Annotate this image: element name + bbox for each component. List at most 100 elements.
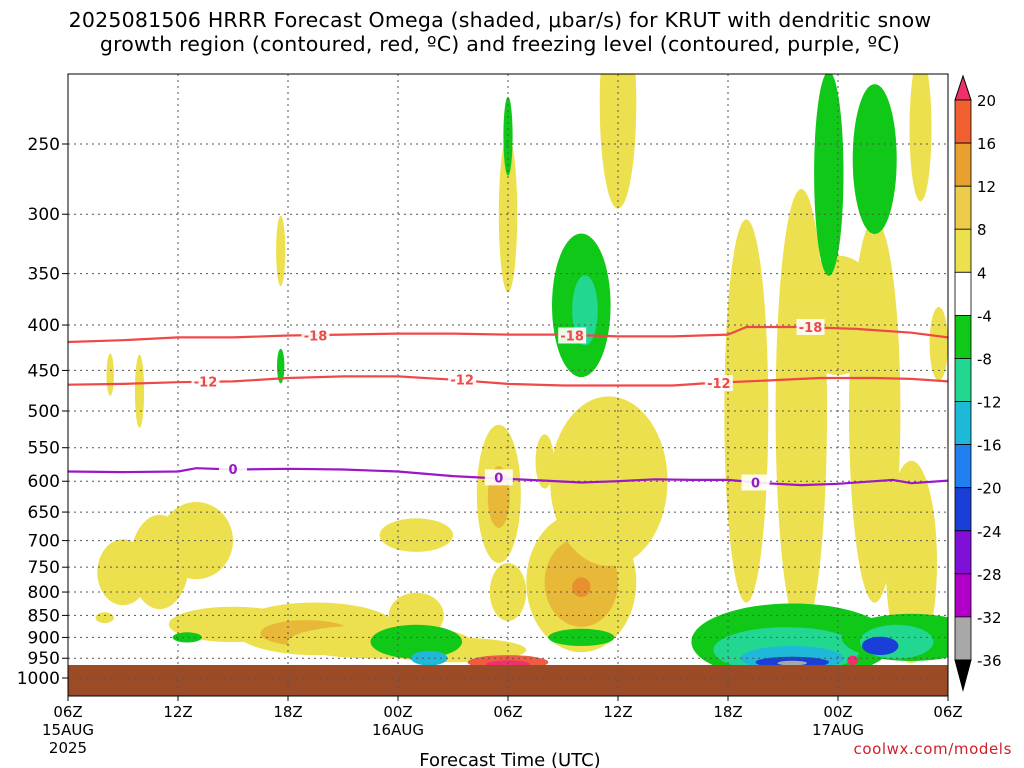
- omega-region-51: [847, 655, 859, 666]
- dgz-contour-label-bg: [448, 371, 477, 388]
- chart-title-line-1: 2025081506 HRRR Forecast Omega (shaded, …: [68, 8, 932, 32]
- omega-region-37: [172, 632, 202, 643]
- freezing-level-contour-label: 0: [751, 477, 760, 492]
- y-tick-label: 350: [28, 265, 60, 285]
- colorbar-label: 16: [977, 135, 996, 153]
- freezing-level-contour-label-bg: [741, 474, 770, 491]
- dgz-contour-label: -12: [707, 377, 731, 392]
- omega-region-36: [277, 348, 285, 384]
- omega-region-40: [548, 628, 615, 647]
- colorbar-label: -32: [977, 609, 1002, 627]
- colorbar-label: 12: [977, 178, 996, 196]
- colorbar-label: -28: [977, 566, 1002, 584]
- dgz-contour-label-bg: [191, 373, 220, 390]
- y-tick-label: 800: [28, 583, 60, 603]
- omega-region-34: [852, 84, 897, 235]
- contour-layer: -18 -18 -18 -12 -12 -12 0 0 0: [68, 318, 948, 492]
- omega-region-0: [95, 612, 114, 624]
- x-tick-label: 18Z: [713, 703, 742, 721]
- y-tick-label: 550: [28, 439, 60, 459]
- dgz-contour-label: -18: [304, 329, 328, 344]
- omega-region-14: [498, 136, 518, 293]
- freezing-level-contour-label: 0: [494, 471, 503, 486]
- y-tick-label: 400: [28, 316, 60, 336]
- colorbar-label: -24: [977, 523, 1002, 541]
- colorbar-swatch: [954, 185, 972, 230]
- colorbar-tip-bottom: [954, 659, 972, 692]
- omega-region-29: [134, 354, 145, 428]
- colorbar-swatch: [954, 142, 972, 187]
- y-tick-label: 700: [28, 532, 60, 552]
- omega-region-28: [106, 353, 114, 396]
- omega-region-18: [572, 577, 591, 597]
- x-tick-label: 12Z: [163, 703, 192, 721]
- y-tick-label: 950: [28, 649, 60, 669]
- omega-region-26: [909, 74, 932, 202]
- omega-region-24: [849, 219, 901, 603]
- y-tick-label: 450: [28, 361, 60, 381]
- y-tick-label: 900: [28, 628, 60, 648]
- omega-region-9: [379, 518, 453, 552]
- y-tick-label: 850: [28, 606, 60, 626]
- grid-layer: [68, 74, 948, 696]
- colorbar-tip-top: [954, 74, 972, 101]
- dgz-contour-label-bg: [558, 327, 587, 344]
- freezing-level-contour-label-bg: [219, 460, 247, 477]
- omega-region-48: [861, 636, 899, 656]
- y-tick-label: 750: [28, 558, 60, 578]
- dgz-contour-label-bg: [796, 318, 825, 335]
- colorbar-label: -4: [977, 307, 992, 325]
- colorbar-swatch: [954, 573, 972, 618]
- omega-region-35: [503, 96, 513, 176]
- dgz-contour-label-bg: [301, 327, 330, 344]
- x-tick-label: 18Z: [273, 703, 302, 721]
- colorbar-swatch: [954, 487, 972, 532]
- chart-title-line-2: growth region (contoured, red, ºC) and f…: [99, 32, 901, 56]
- omega-region-3: [159, 501, 233, 580]
- colorbar-swatch: [954, 530, 972, 575]
- dgz-contour-label: -12: [194, 375, 218, 390]
- y-tick-label: 250: [28, 135, 60, 155]
- colorbar-swatch: [954, 444, 972, 489]
- x-tick-date: 16AUG: [372, 721, 424, 739]
- omega-region-45: [777, 660, 807, 666]
- dgz-contour-label-bg: [704, 375, 733, 392]
- omega-region-27: [929, 307, 948, 381]
- x-tick-label: 12Z: [603, 703, 632, 721]
- x-tick-year: 2025: [49, 739, 87, 757]
- colorbar-swatch: [954, 401, 972, 445]
- dgz-contour-line-1: [68, 375, 948, 387]
- x-tick-label: 00Z: [383, 703, 412, 721]
- colorbar-swatch: [954, 228, 972, 273]
- colorbar-label: -8: [977, 351, 992, 369]
- omega-region-38: [370, 624, 463, 659]
- x-axis-label: Forecast Time (UTC): [419, 750, 600, 768]
- y-tick-label: 500: [28, 402, 60, 422]
- omega-region-33: [814, 74, 844, 276]
- colorbar-label: 20: [977, 92, 996, 110]
- colorbar-swatch: [954, 616, 972, 661]
- dgz-contour-label: -12: [450, 374, 474, 389]
- credit-text: coolwx.com/models: [853, 740, 1012, 758]
- colorbar: 20 16 12 8 4 -4 -8 -12 -16 -20 -24 -28 -32 -36: [954, 74, 1002, 692]
- colorbar-label: -20: [977, 480, 1002, 498]
- x-tick-label: 06Z: [53, 703, 82, 721]
- colorbar-swatch: [954, 271, 972, 316]
- y-tick-label: 300: [28, 205, 60, 225]
- omega-region-30: [276, 215, 286, 286]
- dgz-contour-label: -18: [560, 329, 584, 344]
- omega-region-25: [885, 460, 937, 664]
- y-tick-label: 600: [28, 472, 60, 492]
- dgz-contour-label: -18: [799, 321, 823, 336]
- colorbar-label: -12: [977, 394, 1002, 412]
- freezing-level-contour-label: 0: [228, 463, 237, 478]
- x-tick-date: 17AUG: [812, 721, 864, 739]
- colorbar-label: 4: [977, 264, 987, 282]
- freezing-level-contour-label-bg: [484, 469, 513, 486]
- x-tick-label: 06Z: [933, 703, 962, 721]
- colorbar-swatch: [954, 99, 972, 144]
- colorbar-label: 8: [977, 221, 987, 239]
- y-axis: 2503003504004505005506006507007508008509…: [17, 135, 68, 689]
